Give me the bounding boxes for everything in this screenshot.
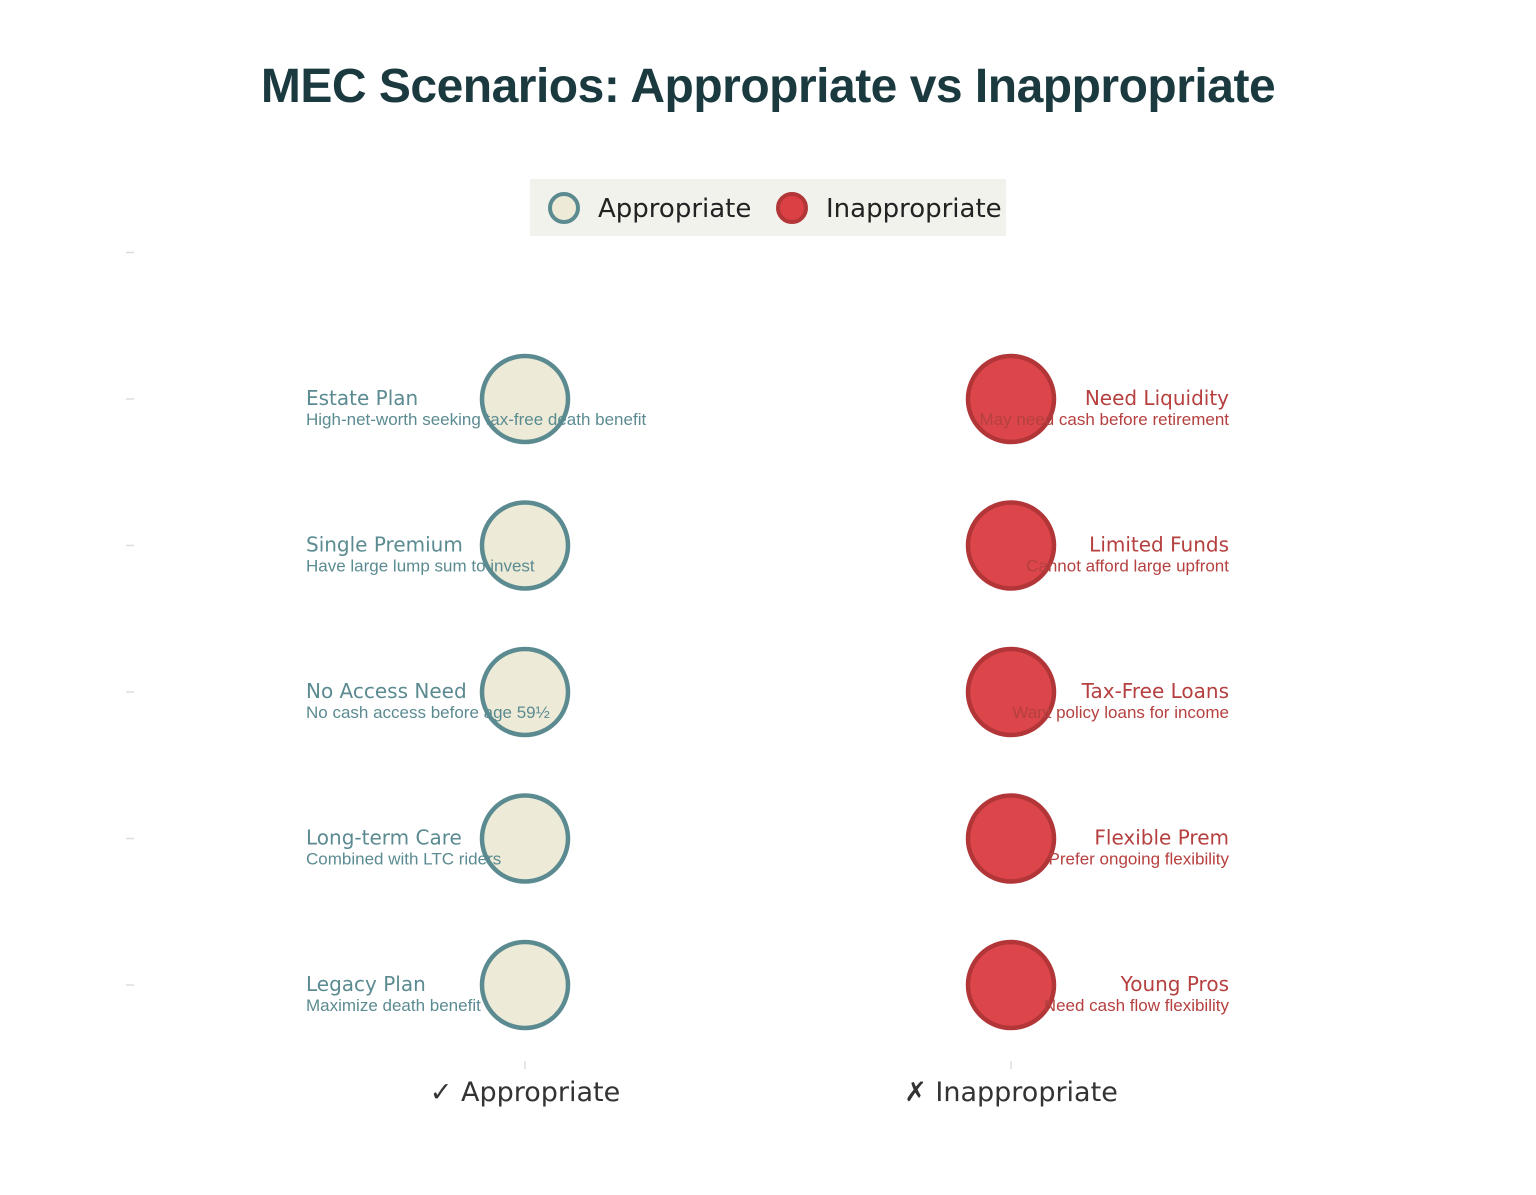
point-label-title: No Access Need (306, 679, 467, 703)
scatter-point (479, 353, 571, 445)
scatter-point (965, 793, 1057, 884)
point-label-desc: No cash access before age 59½ (306, 703, 550, 722)
point-label-title: Flexible Prem (1094, 826, 1229, 850)
point-label-desc: Combined with LTC riders (306, 850, 501, 869)
scatter-point (479, 793, 571, 884)
point-label-title: Young Pros (1120, 972, 1229, 996)
point-label-desc: High-net-worth seeking tax-free death be… (306, 410, 646, 429)
scatter-point (965, 500, 1057, 591)
scatter-point (965, 353, 1057, 445)
x-tick-label: ✓ Appropriate (430, 1077, 620, 1108)
y-axis-ticks (126, 251, 134, 986)
point-label-title: Single Premium (306, 533, 463, 557)
scatter-point (479, 646, 571, 738)
x-tick-label: ✗ Inappropriate (904, 1077, 1118, 1108)
legend-entry-inappropriate: Inappropriate (826, 194, 1002, 224)
point-label-title: Legacy Plan (306, 972, 426, 996)
point-label-desc: May need cash before retirement (980, 410, 1230, 429)
chart-title: MEC Scenarios: Appropriate vs Inappropri… (261, 60, 1275, 113)
point-label-title: Estate Plan (306, 386, 418, 410)
point-label-desc: Prefer ongoing flexibility (1049, 850, 1230, 869)
scatter-point (479, 939, 571, 1031)
point-label-title: Need Liquidity (1085, 386, 1229, 410)
scatter-point (965, 939, 1057, 1031)
legend-marker-inappropriate (776, 192, 808, 224)
scatter-point (479, 500, 571, 591)
point-label-title: Tax-Free Loans (1081, 679, 1229, 703)
point-label-desc: Have large lump sum to invest (306, 557, 535, 576)
legend-background (530, 179, 1006, 236)
legend-entry-appropriate: Appropriate (598, 194, 751, 224)
point-label-desc: Maximize death benefit (306, 996, 481, 1015)
point-label-desc: Need cash flow flexibility (1044, 996, 1230, 1015)
point-label-title: Limited Funds (1089, 533, 1229, 557)
point-label-desc: Want policy loans for income (1012, 703, 1229, 722)
x-axis: ✓ Appropriate ✗ Inappropriate (430, 1061, 1118, 1108)
point-label-desc: Cannot afford large upfront (1026, 557, 1229, 576)
scatter-point (965, 646, 1057, 738)
legend-marker-appropriate (548, 192, 580, 224)
legend: Appropriate Inappropriate (530, 179, 1006, 236)
point-label-title: Long-term Care (306, 826, 462, 850)
